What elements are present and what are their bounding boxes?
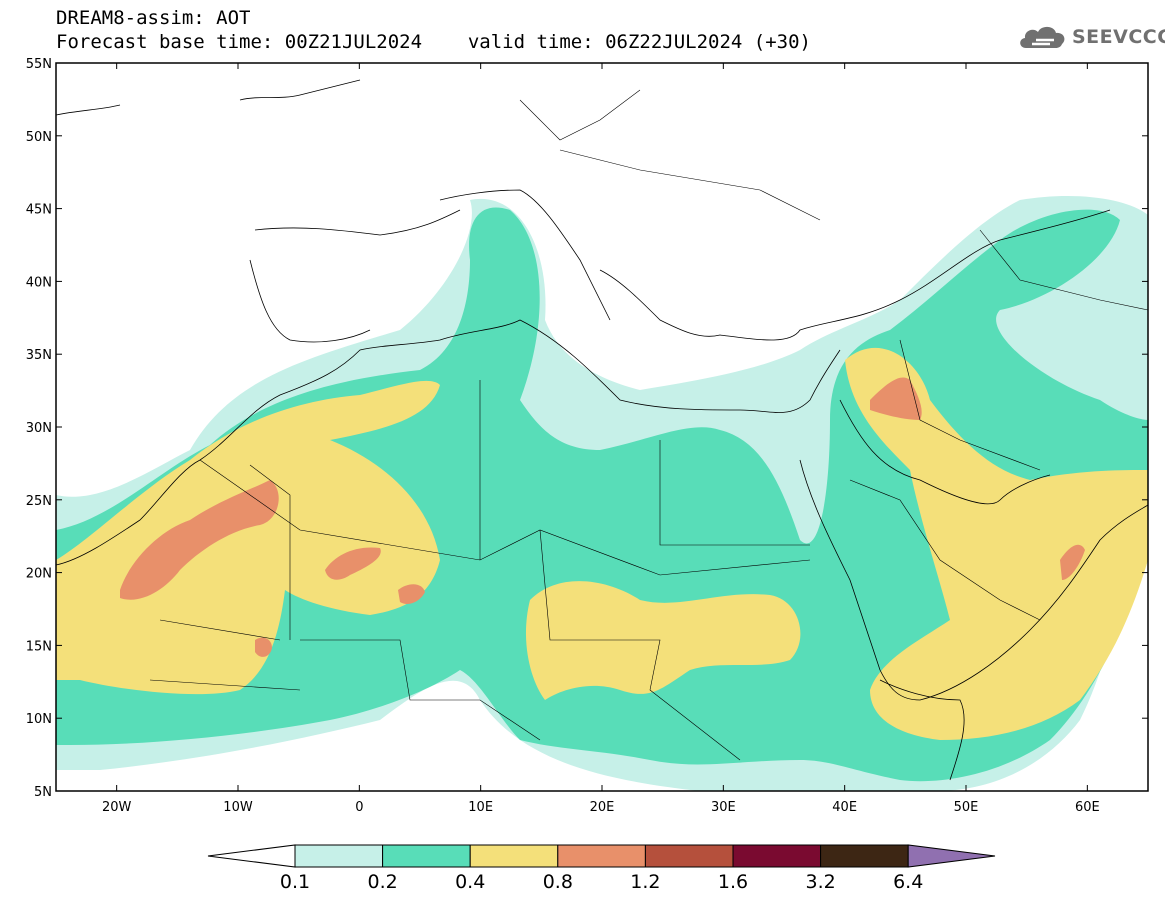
lon-tick-label: 10W bbox=[223, 800, 253, 815]
lon-tick-label: 20W bbox=[102, 800, 132, 815]
aot-colorbar: 0.1 0.2 0.4 0.8 1.2 1.6 3.2 6.4 bbox=[207, 844, 996, 893]
colorbar-label: 0.8 bbox=[543, 871, 573, 893]
cloud-icon bbox=[1020, 26, 1065, 48]
lon-tick-label: 0 bbox=[355, 800, 363, 815]
aot-band-0.4-central bbox=[525, 581, 801, 700]
country-borders bbox=[149, 89, 1148, 761]
colorbar-swatch bbox=[644, 844, 734, 868]
lon-tick-label: 40E bbox=[832, 800, 857, 815]
lon-tick-label: 10E bbox=[468, 800, 493, 815]
lat-tick-label: 15N bbox=[26, 639, 52, 654]
lat-tick-label: 25N bbox=[26, 494, 52, 509]
aot-band-0.4-east bbox=[845, 347, 1148, 740]
aot-band-0.4-west bbox=[56, 380, 440, 695]
colorbar-label: 1.2 bbox=[630, 871, 660, 893]
lon-tick-label: 30E bbox=[711, 800, 736, 815]
aot-band-0.8-a bbox=[120, 480, 279, 600]
model-title: DREAM8-assim: AOT bbox=[56, 7, 251, 29]
aot-band-0.8-e bbox=[870, 377, 922, 420]
lat-tick-label: 35N bbox=[26, 348, 52, 363]
seevccc-logo: SEEVCCC bbox=[1016, 22, 1165, 52]
aot-band-0.8-b bbox=[325, 547, 381, 580]
colorbar-label: 3.2 bbox=[805, 871, 835, 893]
coastlines bbox=[56, 79, 1148, 781]
axis-labels: 20W 10W 0 10E 20E 30E 40E 50E 60E 5N 10N 15N 20N 25N 3… bbox=[26, 57, 1100, 815]
colorbar-over-arrow bbox=[907, 844, 996, 868]
colorbar-swatch bbox=[469, 844, 559, 868]
lat-tick-label: 10N bbox=[26, 712, 52, 727]
colorbar-label: 0.2 bbox=[367, 871, 397, 893]
colorbar-under-arrow bbox=[207, 844, 296, 868]
logo-text: SEEVCCC bbox=[1072, 26, 1165, 48]
time-line: Forecast base time: 00Z21JUL2024 valid t… bbox=[56, 30, 811, 54]
colorbar-label: 0.1 bbox=[280, 871, 310, 893]
aot-band-0.8-d bbox=[255, 637, 272, 657]
valid-time-label: valid time: 06Z22JUL2024 (+30) bbox=[467, 31, 811, 53]
lat-tick-label: 50N bbox=[26, 130, 52, 145]
colorbar-swatch bbox=[820, 844, 909, 868]
axis-ticks bbox=[56, 62, 1148, 792]
lat-tick-label: 30N bbox=[26, 421, 52, 436]
colorbar-swatch bbox=[557, 844, 646, 868]
lon-tick-label: 60E bbox=[1075, 800, 1100, 815]
lat-tick-label: 5N bbox=[34, 785, 52, 800]
aot-band-0.8-f bbox=[1060, 544, 1085, 580]
colorbar-swatch bbox=[294, 844, 384, 868]
base-time-label: Forecast base time: 00Z21JUL2024 bbox=[56, 31, 423, 53]
aot-field bbox=[56, 79, 1148, 791]
lon-tick-label: 20E bbox=[590, 800, 615, 815]
lat-tick-label: 45N bbox=[26, 203, 52, 218]
colorbar-label: 6.4 bbox=[893, 871, 923, 893]
colorbar-swatch bbox=[732, 844, 822, 868]
lat-tick-label: 40N bbox=[26, 275, 52, 290]
colorbar-label: 0.4 bbox=[455, 871, 485, 893]
lon-tick-label: 50E bbox=[954, 800, 979, 815]
aot-band-0.8-c bbox=[398, 584, 425, 604]
lat-tick-label: 55N bbox=[26, 57, 52, 72]
map-header: DREAM8-assim: AOT Forecast base time: 00… bbox=[56, 6, 811, 54]
lat-tick-label: 20N bbox=[26, 567, 52, 582]
colorbar-swatch bbox=[382, 844, 471, 868]
colorbar-label: 1.6 bbox=[718, 871, 748, 893]
